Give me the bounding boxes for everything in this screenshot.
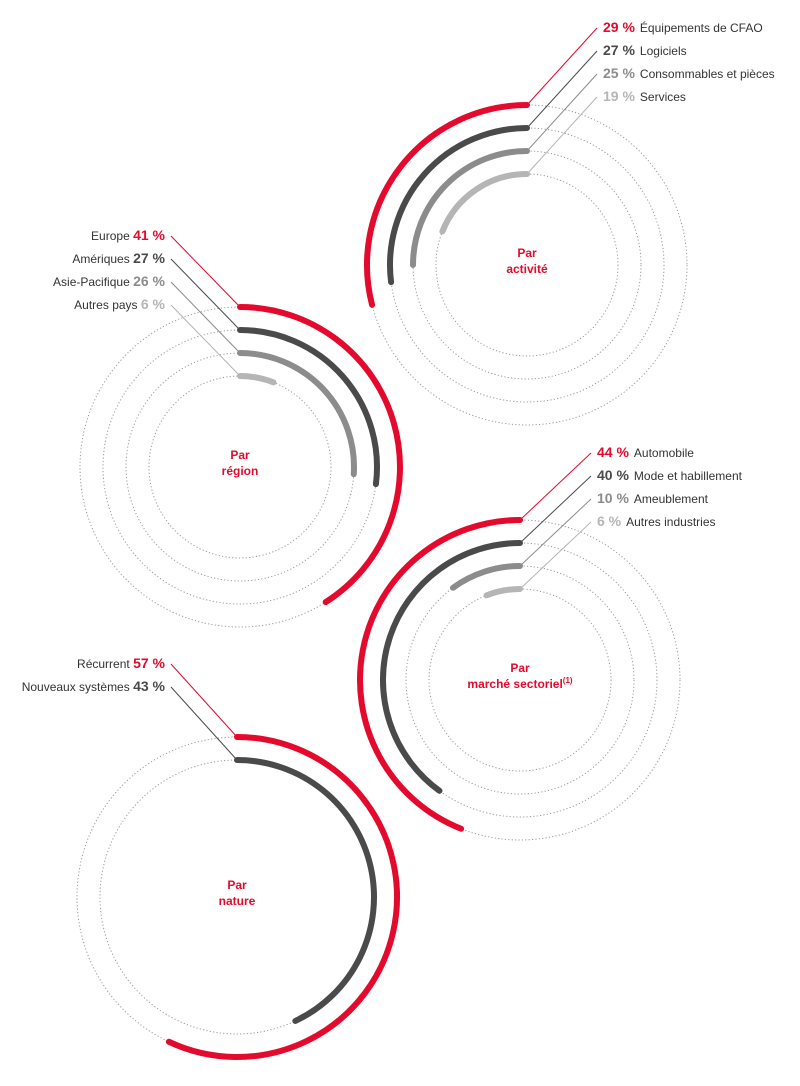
label-name: Mode et habillement xyxy=(634,469,743,483)
arc-region-4 xyxy=(237,373,277,386)
title-line: marché sectoriel xyxy=(467,677,562,691)
label-value: 29 % xyxy=(603,19,635,35)
label-value: 6 % xyxy=(597,513,622,529)
label-value: 10 % xyxy=(597,490,629,506)
label-value: 27 % xyxy=(133,250,165,266)
arc-marche-2 xyxy=(380,540,523,794)
label-region-1: Europe 41 % xyxy=(91,227,165,243)
label-value: 40 % xyxy=(597,467,629,483)
guide-ring xyxy=(405,565,635,795)
title-line: activité xyxy=(506,262,548,276)
label-value: 6 % xyxy=(141,296,166,312)
label-value: 27 % xyxy=(603,42,635,58)
label-marche-1: 44 % Automobile xyxy=(597,444,694,460)
guide-ring xyxy=(148,375,332,559)
label-value: 19 % xyxy=(603,88,635,104)
arc-activite-4 xyxy=(439,171,530,235)
leader-line xyxy=(526,50,598,129)
arc-region-1 xyxy=(237,304,403,606)
label-marche-2: 40 % Mode et habillement xyxy=(597,467,743,483)
label-value: 44 % xyxy=(597,444,629,460)
leader-line xyxy=(170,686,238,761)
leader-line xyxy=(526,73,598,152)
chart-title-region: Par région xyxy=(222,448,259,478)
label-region-2: Amériques 27 % xyxy=(72,250,165,266)
arc-region-2 xyxy=(237,327,380,488)
label-value: 57 % xyxy=(133,655,165,671)
label-name: Ameublement xyxy=(634,492,709,506)
guide-ring xyxy=(435,173,619,357)
arc-activite-3 xyxy=(410,148,530,268)
label-region-4: Autres pays 6 % xyxy=(74,296,165,312)
leader-line xyxy=(519,452,592,521)
guide-ring xyxy=(382,542,658,818)
title-line: Par xyxy=(227,878,247,892)
arc-nature-2 xyxy=(234,757,377,1024)
chart-title-nature: Par nature xyxy=(219,878,256,908)
leader-line xyxy=(519,521,592,590)
label-activite-3: 25 % Consommables et pièces xyxy=(603,65,775,81)
guide-ring xyxy=(366,104,688,426)
radial-chart-activite: 29 % Équipements de CFAO 27 % Logiciels 25 %… xyxy=(364,19,775,426)
arc-marche-1 xyxy=(357,517,523,832)
label-value: 41 % xyxy=(133,227,165,243)
label-name: Autres pays xyxy=(74,298,141,312)
chart-title-activite: Par activité xyxy=(506,246,548,276)
arc-nature-1 xyxy=(165,734,401,1060)
label-name: Automobile xyxy=(634,446,694,460)
label-name: Europe xyxy=(91,229,133,243)
leader-line xyxy=(170,258,241,331)
leader-line xyxy=(526,96,598,175)
leader-line xyxy=(170,235,241,308)
title-line: Par xyxy=(510,661,530,675)
radial-chart-region: Europe 41 %Amériques 27 %Asie-Pacifique … xyxy=(53,227,403,628)
arc-region-3 xyxy=(237,350,357,478)
label-name: Nouveaux systèmes xyxy=(22,680,133,694)
label-activite-1: 29 % Équipements de CFAO xyxy=(603,19,763,35)
radial-chart-marche: 44 % Automobile 40 % Mode et habillement 10 … xyxy=(357,444,743,841)
label-activite-4: 19 % Services xyxy=(603,88,686,104)
label-value: 43 % xyxy=(133,678,165,694)
title-line: Par xyxy=(517,246,537,260)
leader-line xyxy=(170,663,238,738)
label-name: Autres industries xyxy=(626,515,715,529)
leader-line xyxy=(519,498,592,567)
arc-activite-2 xyxy=(387,125,530,286)
arc-marche-3 xyxy=(449,563,523,591)
chart-title-marche: Par marché sectoriel(1) xyxy=(467,661,573,691)
label-marche-3: 10 % Ameublement xyxy=(597,490,709,506)
label-name: Équipements de CFAO xyxy=(640,20,763,35)
leader-line xyxy=(519,475,592,544)
label-marche-4: 6 % Autres industries xyxy=(597,513,716,529)
guide-ring xyxy=(428,588,612,772)
label-activite-2: 27 % Logiciels xyxy=(603,42,687,58)
label-value: 26 % xyxy=(133,273,165,289)
guide-ring xyxy=(359,519,681,841)
title-footnote: (1) xyxy=(563,676,573,685)
radial-chart-nature: Récurrent 57 %Nouveaux systèmes 43 %Par n… xyxy=(22,655,401,1060)
arc-marche-4 xyxy=(483,586,523,599)
leader-line xyxy=(526,27,598,106)
label-name: Consommables et pièces xyxy=(640,67,775,81)
title-line: région xyxy=(222,464,259,478)
label-name: Logiciels xyxy=(640,44,687,58)
title-line: Par xyxy=(230,448,250,462)
guide-ring xyxy=(389,127,665,403)
label-name: Services xyxy=(640,90,686,104)
leader-line xyxy=(170,304,241,377)
arc-activite-1 xyxy=(364,102,530,308)
label-name: Récurrent xyxy=(77,657,133,671)
leader-line xyxy=(170,281,241,354)
label-nature-2: Nouveaux systèmes 43 % xyxy=(22,678,166,694)
label-region-3: Asie-Pacifique 26 % xyxy=(53,273,166,289)
label-value: 25 % xyxy=(603,65,635,81)
title-line: nature xyxy=(219,894,256,908)
label-nature-1: Récurrent 57 % xyxy=(77,655,165,671)
label-name: Amériques xyxy=(72,252,133,266)
label-name: Asie-Pacifique xyxy=(53,275,133,289)
